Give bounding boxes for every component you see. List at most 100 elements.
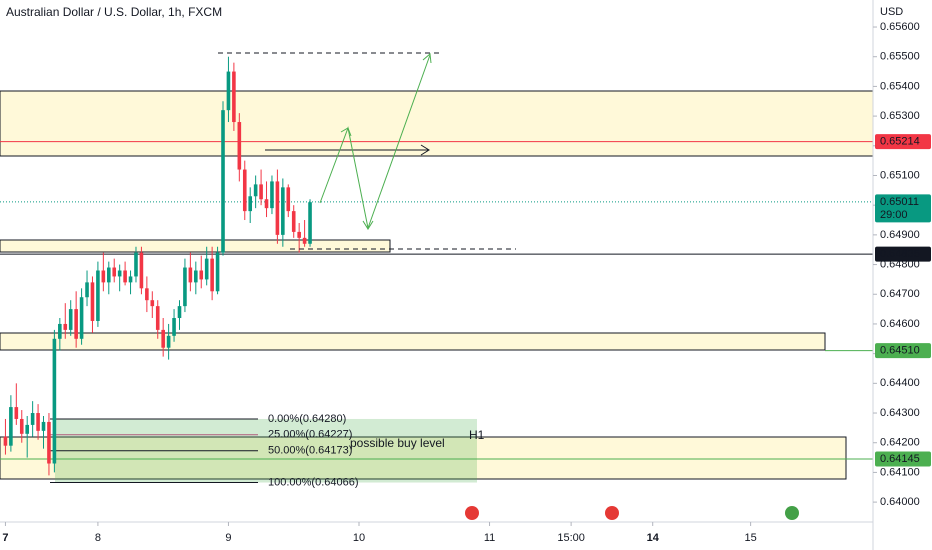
y-tick-label: 0.64400: [880, 377, 920, 389]
y-tick-label: 0.65300: [880, 110, 920, 122]
drawings: [218, 52, 516, 250]
candle-body: [155, 306, 160, 330]
x-tick-label: 8: [95, 532, 101, 544]
y-tick-label: 0.65400: [880, 80, 920, 92]
candle-body: [96, 270, 100, 321]
price-label-box: [875, 246, 931, 262]
zone: [0, 436, 847, 480]
candle-body: [63, 323, 68, 330]
candle-body: [139, 252, 144, 289]
candle-body: [215, 252, 220, 292]
candle-body: [281, 187, 285, 235]
chart-title: Australian Dollar / U.S. Dollar, 1h, FXC…: [6, 5, 222, 19]
candles: [3, 56, 312, 476]
arrow-head: [340, 127, 352, 137]
y-tick-label: 0.64900: [880, 229, 920, 241]
candle-body: [270, 181, 274, 209]
candle-body: [161, 329, 165, 348]
candle-body: [308, 202, 312, 244]
fib-label: 50.00%(0.64173): [268, 445, 352, 457]
x-tick-label: 15:00: [557, 532, 585, 544]
candle-body: [172, 318, 176, 336]
y-tick-label: 0.64700: [880, 288, 920, 300]
price-label-box: [875, 134, 931, 150]
x-tick-label: 11: [484, 532, 495, 544]
candle-body: [90, 282, 95, 321]
candle-body: [41, 421, 46, 431]
price-label: 0.64145: [880, 453, 920, 465]
y-tick-label: 0.64200: [880, 437, 920, 449]
candle-body: [177, 306, 182, 319]
candle-body: [286, 187, 291, 212]
event-icons: [465, 506, 799, 520]
zone: [0, 239, 391, 253]
projection: [319, 54, 431, 230]
candle-body: [199, 270, 204, 280]
y-tick-label: 0.64300: [880, 407, 920, 419]
candle-body: [232, 71, 236, 123]
price-label: 0.64510: [880, 345, 920, 357]
candle-body: [145, 288, 149, 301]
candle-body: [237, 122, 242, 170]
candle-body: [19, 418, 24, 434]
candle-body: [183, 267, 187, 307]
y-tick-label: 0.64600: [880, 318, 920, 330]
x-tick-label: 10: [353, 532, 365, 544]
candle-body: [297, 231, 301, 238]
x-tick-label: 7: [2, 532, 8, 544]
fib-label: 25.00%(0.64227): [268, 429, 352, 441]
arrow-head: [420, 144, 430, 156]
candle-body: [150, 300, 155, 307]
candle-body: [117, 270, 122, 277]
candle-body: [36, 413, 40, 431]
candle-body: [68, 309, 73, 330]
candle-body: [134, 252, 138, 277]
candle-body: [101, 270, 106, 283]
candle-body: [52, 338, 57, 464]
event-icon: [605, 506, 619, 520]
candle-body: [253, 184, 258, 197]
candle-body: [248, 196, 253, 212]
event-icon: [465, 506, 479, 520]
currency: USD: [880, 6, 903, 18]
candle-body: [25, 424, 29, 434]
candle-body: [58, 323, 62, 339]
arrow-head: [422, 53, 432, 64]
candle-body: [47, 421, 51, 464]
candle-body: [79, 297, 84, 339]
candle-body: [221, 110, 225, 253]
y-tick-label: 0.64100: [880, 466, 920, 478]
fib-label: 100.00%(0.64066): [268, 476, 359, 488]
arrow-head: [362, 220, 374, 230]
candle-body: [9, 407, 13, 446]
candle-body: [3, 436, 8, 446]
candle-body: [85, 282, 89, 298]
candle-body: [30, 413, 35, 425]
candle-body: [259, 184, 263, 200]
candle-body: [74, 309, 78, 339]
price-label-box: [875, 451, 931, 467]
candle-body: [204, 258, 209, 280]
y-tick-label: 0.64000: [880, 496, 920, 508]
price-label-box: [875, 343, 931, 359]
candle-body: [166, 335, 171, 348]
event-icon: [785, 506, 799, 520]
price-label: 0.65011: [880, 196, 919, 208]
candle-body: [291, 211, 296, 232]
x-tick-label: 15: [744, 532, 756, 544]
y-tick-label: 0.65600: [880, 21, 920, 33]
candle-body: [226, 71, 231, 111]
zone: [0, 90, 874, 157]
candle-body: [194, 270, 198, 283]
candle-body: [106, 267, 111, 283]
annotation: possible buy level: [350, 436, 445, 450]
price-label: 0.65214: [880, 136, 920, 148]
candle-body: [112, 267, 117, 277]
candle-body: [188, 267, 193, 283]
candle-body: [302, 237, 307, 244]
candle-body: [210, 258, 214, 292]
candle-body: [242, 169, 247, 212]
fib-label: 0.00%(0.64280): [268, 413, 346, 425]
zones: [0, 90, 874, 480]
x-tick-label: 9: [225, 532, 231, 544]
